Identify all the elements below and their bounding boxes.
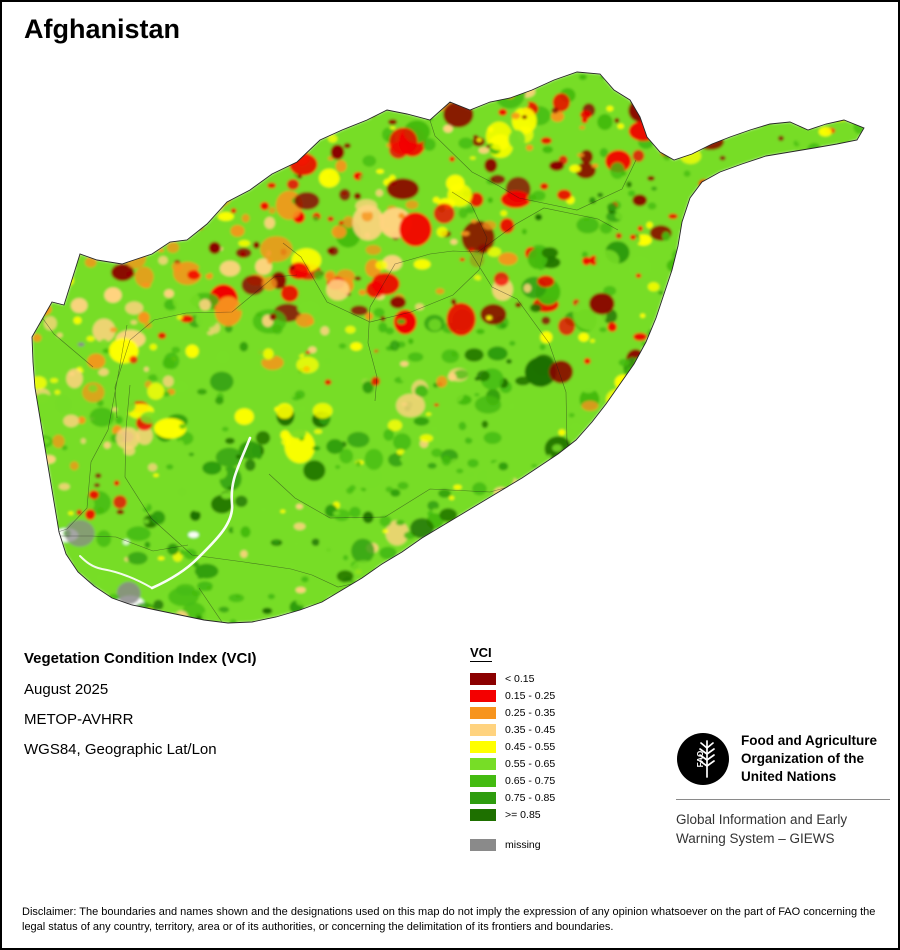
legend-row: 0.45 - 0.55: [470, 738, 555, 755]
page-title: Afghanistan: [24, 14, 181, 44]
legend-swatch: [470, 791, 496, 804]
legend-row: 0.55 - 0.65: [470, 755, 555, 772]
legend-label: 0.65 - 0.75: [505, 774, 556, 787]
legend-swatch: [470, 723, 496, 736]
legend-swatch: [470, 774, 496, 787]
legend-label: 0.25 - 0.35: [505, 706, 556, 719]
disclaimer-text: Disclaimer: The boundaries and names sho…: [22, 906, 876, 933]
legend-row: 0.25 - 0.35: [470, 704, 555, 721]
vci-legend: VCI < 0.15 0.15 - 0.25 0.25 - 0.35 0.35 …: [470, 644, 555, 853]
legend-swatch: [470, 757, 496, 770]
fao-logo: FAO: [677, 733, 729, 785]
legend-row: < 0.15: [470, 670, 555, 687]
metadata-projection: WGS84, Geographic Lat/Lon: [24, 741, 217, 758]
map-metadata: Vegetation Condition Index (VCI) August …: [24, 650, 257, 771]
legend-row: 0.15 - 0.25: [470, 687, 555, 704]
legend-row: 0.65 - 0.75: [470, 772, 555, 789]
legend-label: 0.55 - 0.65: [505, 757, 556, 770]
fao-branding: FAO Food and Agriculture Organization of…: [676, 732, 890, 848]
legend-label-missing: missing: [505, 838, 541, 851]
fao-divider: [676, 799, 890, 800]
legend-row: >= 0.85: [470, 806, 555, 823]
legend-swatch: [470, 808, 496, 821]
fao-org-name: Food and Agriculture Organization of the…: [741, 733, 877, 784]
fao-logo-text: FAO: [696, 751, 705, 767]
fao-logo-seal: [677, 733, 729, 785]
legend-swatch: [470, 689, 496, 702]
legend-label: 0.35 - 0.45: [505, 723, 556, 736]
legend-row: 0.75 - 0.85: [470, 789, 555, 806]
legend-swatch: [470, 706, 496, 719]
legend-title: VCI: [470, 645, 492, 662]
giews-label: Global Information and Early Warning Sys…: [676, 812, 848, 846]
legend-swatch: [470, 740, 496, 753]
legend-swatch: [470, 672, 496, 685]
legend-label: 0.45 - 0.55: [505, 740, 556, 753]
legend-label: >= 0.85: [505, 808, 541, 821]
legend-label: 0.15 - 0.25: [505, 689, 556, 702]
metadata-date: August 2025: [24, 681, 109, 698]
vci-map: [31, 71, 865, 624]
wheat-icon: [699, 740, 715, 778]
legend-label: < 0.15: [505, 672, 535, 685]
legend-row: 0.35 - 0.45: [470, 721, 555, 738]
legend-swatch-missing: [470, 838, 496, 851]
metadata-title: Vegetation Condition Index (VCI): [24, 650, 257, 667]
legend-label: 0.75 - 0.85: [505, 791, 556, 804]
metadata-sensor: METOP-AVHRR: [24, 711, 134, 728]
legend-row-missing: missing: [470, 836, 555, 853]
